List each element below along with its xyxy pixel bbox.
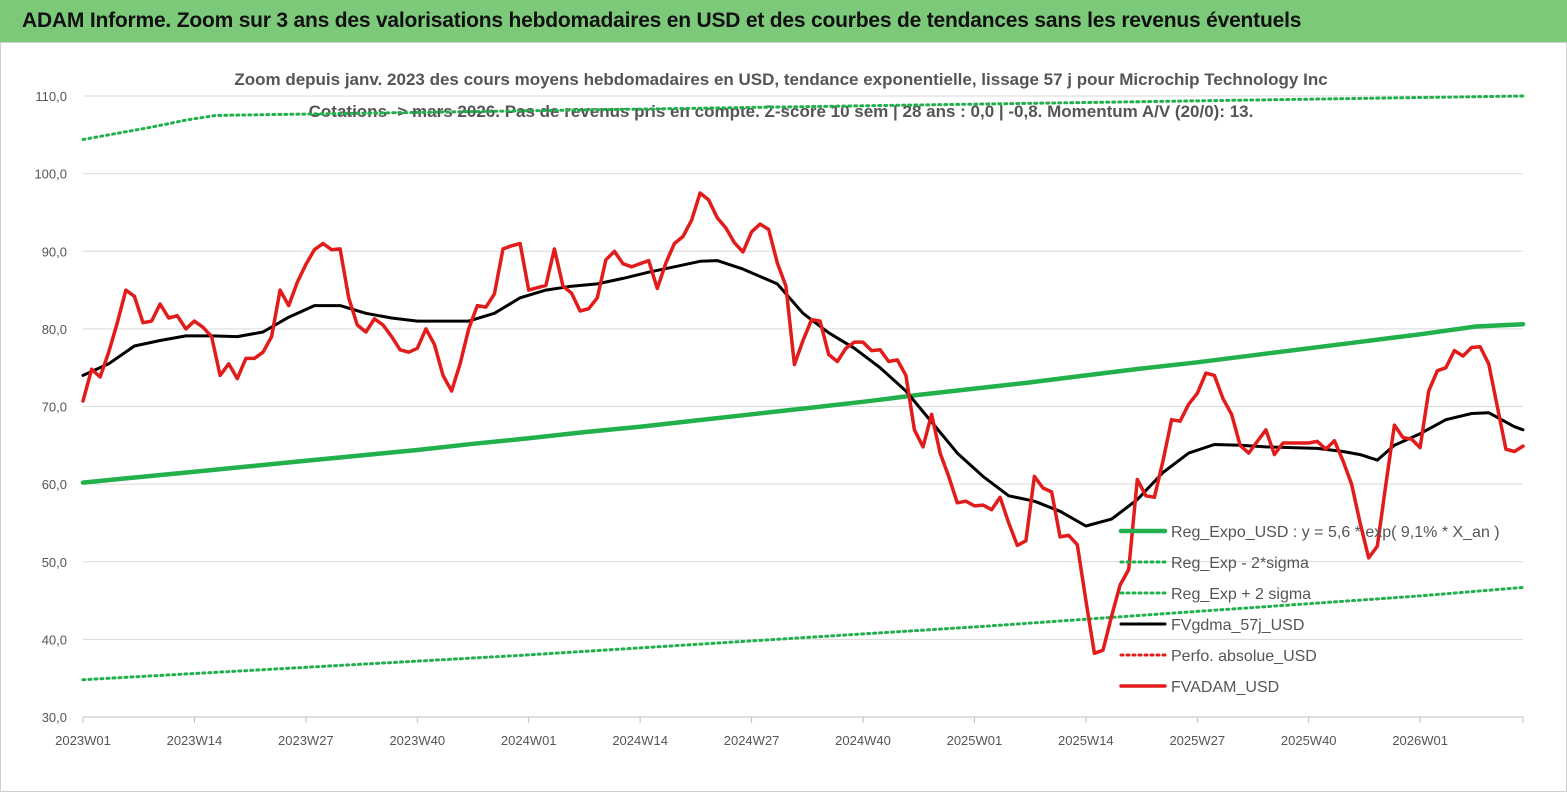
x-tick-label: 2023W27	[278, 733, 334, 748]
legend-label: FVADAM_USD	[1171, 679, 1279, 696]
series-line-5	[81, 191, 1525, 656]
y-tick-label: 40,0	[42, 632, 67, 647]
y-axis-ticks: 30,0 40,0 50,0 60,0 70,0 80,0 90,0 100,0 110,0	[34, 89, 67, 725]
x-tick-label: 2025W27	[1169, 733, 1225, 748]
y-tick-label: 60,0	[42, 477, 67, 492]
x-tick-label: 2025W40	[1281, 733, 1337, 748]
x-tick-label: 2025W14	[1058, 733, 1114, 748]
series-lines	[80, 94, 1526, 682]
legend-box	[1117, 513, 1517, 705]
y-tick-label: 100,0	[34, 167, 67, 182]
legend-label: Perfo. absolue_USD	[1171, 648, 1317, 665]
x-tick-label: 2024W40	[835, 733, 891, 748]
line-chart: Zoom depuis janv. 2023 des cours moyens …	[34, 70, 1526, 748]
legend: Reg_Expo_USD : y = 5,6 * exp( 9,1% * X_a…	[1117, 513, 1517, 705]
legend-label: Reg_Expo_USD : y = 5,6 * exp( 9,1% * X_a…	[1171, 524, 1500, 541]
y-tick-label: 80,0	[42, 322, 67, 337]
chart-frame: Zoom depuis janv. 2023 des cours moyens …	[0, 42, 1567, 792]
legend-label: FVgdma_57j_USD	[1171, 617, 1304, 634]
chart-subtitle-line2: Cotations -> mars 2026. Pas de revenus p…	[309, 102, 1254, 121]
series-line-3	[81, 259, 1525, 528]
x-tick-label: 2025W01	[947, 733, 1003, 748]
x-tick-label: 2024W27	[724, 733, 780, 748]
x-tick-label: 2024W01	[501, 733, 557, 748]
y-tick-label: 110,0	[35, 89, 67, 104]
y-tick-label: 70,0	[42, 400, 67, 415]
x-tick-label: 2023W01	[55, 733, 111, 748]
series-line-1	[81, 585, 1525, 682]
x-tick-label: 2026W01	[1392, 733, 1448, 748]
y-tick-label: 50,0	[42, 555, 67, 570]
x-tick-label: 2023W40	[389, 733, 445, 748]
series-line-2	[81, 94, 1525, 141]
legend-label: Reg_Exp - 2*sigma	[1171, 555, 1309, 572]
x-tick-label: 2023W14	[167, 733, 223, 748]
legend-label: Reg_Exp + 2 sigma	[1171, 586, 1311, 603]
report-title: ADAM Informe. Zoom sur 3 ans des valoris…	[22, 9, 1302, 32]
chart-subtitle-line1: Zoom depuis janv. 2023 des cours moyens …	[234, 70, 1327, 89]
y-tick-label: 30,0	[42, 710, 67, 725]
x-tick-label: 2024W14	[612, 733, 668, 748]
y-tick-label: 90,0	[42, 244, 67, 259]
report-title-banner: ADAM Informe. Zoom sur 3 ans des valoris…	[0, 0, 1567, 42]
x-axis-ticks: 2023W01 2023W14 2023W27 2023W40 2024W01 2024W…	[55, 717, 1524, 748]
series-line-0	[80, 321, 1526, 485]
